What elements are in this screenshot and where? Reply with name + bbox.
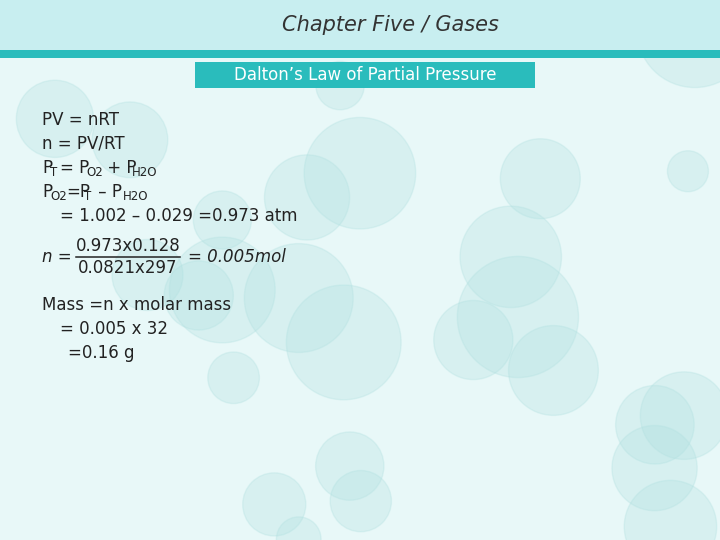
Circle shape xyxy=(508,326,598,415)
Circle shape xyxy=(315,432,384,500)
Circle shape xyxy=(316,62,364,110)
Text: PV = nRT: PV = nRT xyxy=(42,111,119,129)
Circle shape xyxy=(616,386,694,464)
Text: n = PV/RT: n = PV/RT xyxy=(42,135,125,153)
Circle shape xyxy=(612,426,697,511)
Text: = P: = P xyxy=(60,159,89,177)
Bar xyxy=(0,0,720,58)
Text: = 0.005mol: = 0.005mol xyxy=(188,248,286,266)
Circle shape xyxy=(624,480,716,540)
Text: 0.0821x297: 0.0821x297 xyxy=(78,259,178,277)
Text: = 1.002 – 0.029 =0.973 atm: = 1.002 – 0.029 =0.973 atm xyxy=(60,207,297,225)
Bar xyxy=(195,62,535,88)
Text: =P: =P xyxy=(66,183,90,201)
Circle shape xyxy=(640,372,720,460)
Circle shape xyxy=(457,256,578,377)
Text: O2: O2 xyxy=(86,166,103,179)
Circle shape xyxy=(276,517,321,540)
Circle shape xyxy=(112,239,183,310)
Circle shape xyxy=(637,0,720,87)
Text: Mass =n x molar mass: Mass =n x molar mass xyxy=(42,296,231,314)
Circle shape xyxy=(500,139,580,219)
Circle shape xyxy=(169,237,275,343)
Text: H2O: H2O xyxy=(132,166,158,179)
Text: n =: n = xyxy=(42,248,71,266)
Circle shape xyxy=(244,244,353,353)
Circle shape xyxy=(304,117,415,229)
Text: O2: O2 xyxy=(50,191,67,204)
Circle shape xyxy=(667,151,708,192)
Circle shape xyxy=(243,473,306,536)
Text: – P: – P xyxy=(93,183,122,201)
Circle shape xyxy=(92,102,168,178)
Circle shape xyxy=(264,155,350,240)
Text: H2O: H2O xyxy=(123,191,148,204)
Circle shape xyxy=(208,352,259,403)
Circle shape xyxy=(17,80,94,158)
Text: P: P xyxy=(42,183,52,201)
Text: Dalton’s Law of Partial Pressure: Dalton’s Law of Partial Pressure xyxy=(234,66,496,84)
Bar xyxy=(0,50,720,58)
Circle shape xyxy=(433,300,513,380)
Text: + P: + P xyxy=(102,159,137,177)
Text: P: P xyxy=(42,159,52,177)
Text: = 0.005 x 32: = 0.005 x 32 xyxy=(60,320,168,338)
Circle shape xyxy=(194,191,251,249)
Circle shape xyxy=(460,206,562,308)
Text: 0.973x0.128: 0.973x0.128 xyxy=(76,237,181,255)
Circle shape xyxy=(330,470,392,532)
Text: T: T xyxy=(50,166,58,179)
Circle shape xyxy=(477,0,564,55)
Text: Chapter Five / Gases: Chapter Five / Gases xyxy=(282,15,498,35)
Text: T: T xyxy=(84,191,91,204)
Circle shape xyxy=(287,285,401,400)
Circle shape xyxy=(164,261,233,330)
Text: =0.16 g: =0.16 g xyxy=(68,344,135,362)
